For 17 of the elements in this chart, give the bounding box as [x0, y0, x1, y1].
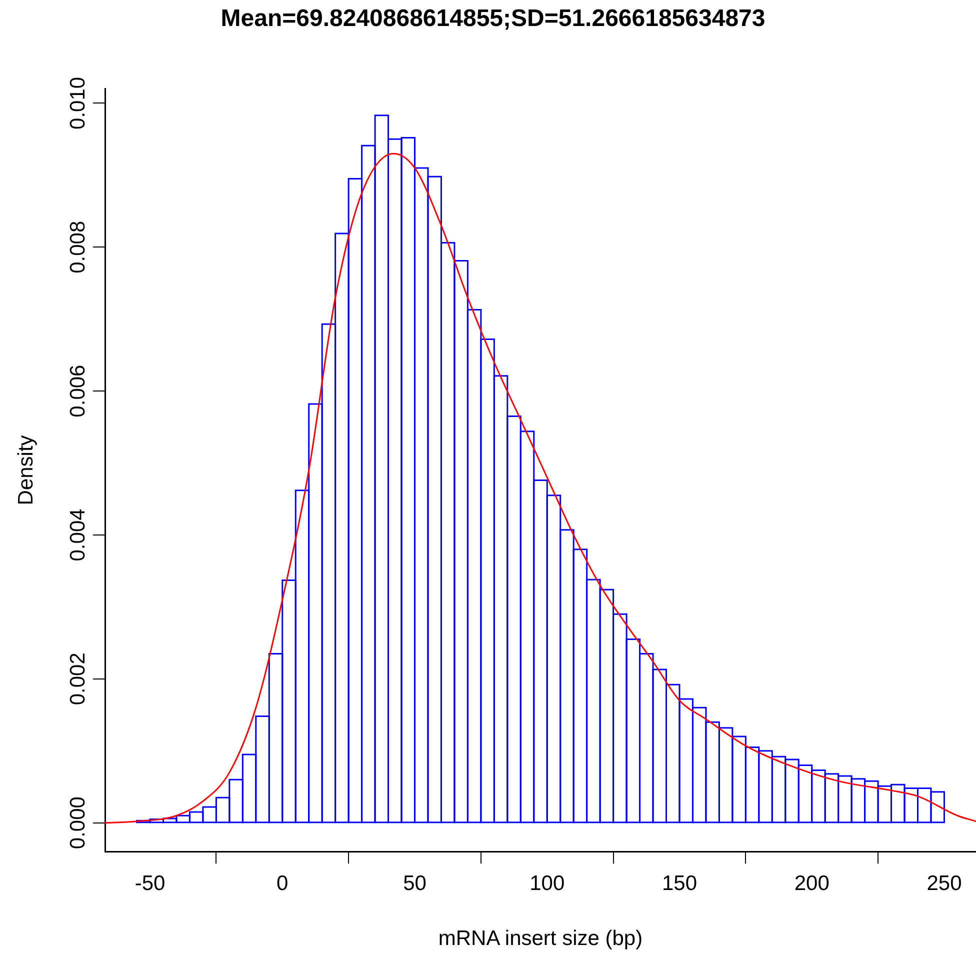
y-axis-title: Density [14, 434, 38, 506]
y-tick-label: 0.010 [66, 76, 90, 130]
line-series [105, 152, 976, 824]
x-tick-label: 100 [530, 872, 565, 895]
x-tick-label: -50 [134, 872, 166, 895]
x-axis-title: mRNA insert size (bp) [438, 927, 643, 950]
y-tick-label: 0.000 [66, 796, 90, 850]
y-tick-label: 0.006 [66, 364, 90, 418]
x-tick-label: 50 [403, 872, 426, 895]
x-tick-label: 0 [276, 872, 288, 895]
x-tick-label: 250 [926, 872, 962, 895]
y-tick-label: 0.008 [66, 220, 90, 274]
y-tick-label: 0.002 [66, 652, 90, 706]
x-tick-label: 200 [794, 872, 830, 895]
chart-title: Mean=69.8240868614855;SD=51.2666185634873 [220, 5, 766, 32]
x-tick-label: 150 [662, 872, 698, 895]
y-tick-label: 0.004 [66, 508, 90, 562]
